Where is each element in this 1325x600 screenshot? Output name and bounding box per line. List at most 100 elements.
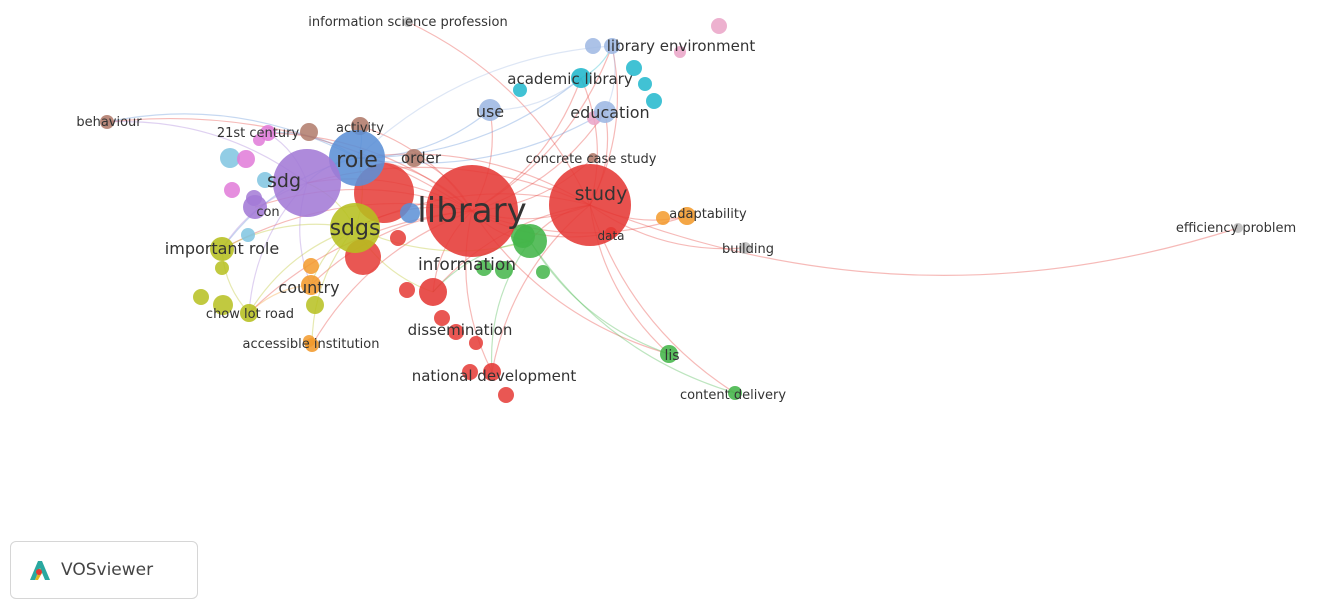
minor-node-31 (674, 46, 686, 58)
node-information-science-profession[interactable] (403, 17, 413, 27)
node-lis[interactable] (660, 345, 678, 363)
label-activity: activity (336, 121, 384, 136)
minor-node-25 (306, 296, 324, 314)
label-country: country (278, 278, 339, 297)
node-chow-lot-road[interactable] (240, 304, 258, 322)
minor-node-26 (215, 261, 229, 275)
node-behaviour[interactable] (100, 115, 114, 129)
minor-node-14 (626, 60, 642, 76)
node-academic-library[interactable] (571, 68, 591, 88)
node-layer (100, 17, 1243, 403)
minor-node-18 (257, 172, 273, 188)
node-information[interactable] (513, 224, 547, 258)
minor-node-6 (498, 387, 514, 403)
minor-node-24 (213, 295, 233, 315)
edge-role-behaviour (106, 113, 358, 159)
label-library-environment: library environment (607, 37, 756, 55)
node-sdg[interactable] (273, 149, 341, 217)
node-efficiency-problem[interactable] (1233, 223, 1243, 233)
node-accessible-institution[interactable] (305, 338, 319, 352)
minor-node-19 (241, 228, 255, 242)
node-library[interactable] (426, 165, 518, 257)
label-order: order (401, 149, 442, 167)
node-study[interactable] (549, 164, 631, 246)
vosviewer-logo-icon (30, 561, 50, 580)
node-country[interactable] (301, 275, 321, 295)
label-21st-century: 21st century (217, 126, 300, 141)
minor-node-36 (585, 38, 601, 54)
label-sdg: sdg (267, 170, 301, 192)
label-national-development: national development (412, 367, 577, 385)
label-use: use (476, 102, 504, 121)
label-data: data (597, 229, 624, 243)
label-adaptability: adaptability (669, 207, 747, 222)
label-content-delivery: content delivery (680, 388, 786, 403)
minor-node-3 (434, 310, 450, 326)
edge-information-lis (529, 240, 670, 355)
label-behaviour: behaviour (76, 115, 142, 130)
minor-node-4 (448, 324, 464, 340)
edge-study-efficiency-problem (589, 204, 1239, 276)
label-study: study (575, 183, 628, 205)
minor-node-30 (711, 18, 727, 34)
minor-node-2 (399, 282, 415, 298)
edge-role-academic-library (356, 77, 582, 159)
minor-node-34 (400, 203, 420, 223)
minor-node-15 (638, 77, 652, 91)
vosviewer-logo-text: VOSviewer (61, 560, 154, 580)
node-important-role[interactable] (210, 237, 234, 261)
node-order[interactable] (405, 149, 423, 167)
label-education: education (570, 103, 649, 122)
label-role: role (336, 148, 378, 173)
label-information-science-profession: information science profession (308, 15, 507, 30)
label-layer: library study sdgs role sdg information import… (76, 15, 1296, 403)
label-dissemination: dissemination (408, 321, 513, 339)
minor-node-27 (656, 211, 670, 225)
minor-node-13 (513, 83, 527, 97)
edge-information-content-delivery (529, 240, 736, 394)
node-dissemination[interactable] (419, 278, 447, 306)
node-con[interactable] (243, 195, 267, 219)
node-21st-century[interactable] (260, 125, 276, 141)
label-academic-library: academic library (507, 70, 633, 88)
label-chow-lot-road: chow lot road (206, 307, 294, 322)
node-use[interactable] (479, 99, 501, 121)
node-national-development[interactable] (483, 363, 501, 381)
minor-node-8 (390, 230, 406, 246)
minor-node-5 (469, 336, 483, 350)
minor-node-23 (193, 289, 209, 305)
label-accessible-institution: accessible institution (243, 337, 380, 352)
label-concrete-case-study: concrete case study (526, 152, 657, 167)
vosviewer-logo: VOSviewer (10, 541, 198, 599)
label-efficiency-problem: efficiency problem (1176, 221, 1296, 236)
edge-library-behaviour (106, 117, 473, 212)
node-sdgs[interactable] (330, 203, 380, 253)
edge-library-environment-role (356, 45, 613, 159)
node-content-delivery[interactable] (728, 386, 742, 400)
node-concrete-case-study[interactable] (588, 153, 598, 163)
minor-node-16 (646, 93, 662, 109)
minor-node-10 (536, 265, 550, 279)
minor-node-21 (224, 182, 240, 198)
minor-node-20 (237, 150, 255, 168)
edge-role-education (356, 111, 606, 164)
label-important-role: important role (165, 239, 279, 258)
minor-node-35 (300, 123, 318, 141)
label-con: con (256, 205, 279, 220)
label-lis: lis (664, 348, 679, 364)
label-information: information (418, 255, 516, 275)
minor-node-29 (303, 258, 319, 274)
label-building: building (722, 242, 774, 257)
node-building[interactable] (739, 242, 751, 254)
minor-node-17 (220, 148, 240, 168)
node-role[interactable] (329, 130, 385, 186)
node-adaptability[interactable] (678, 207, 696, 225)
minor-node-11 (476, 260, 492, 276)
minor-node-9 (495, 261, 513, 279)
node-library-environment[interactable] (604, 38, 620, 54)
label-sdgs: sdgs (330, 216, 381, 241)
minor-node-7 (462, 364, 478, 380)
node-education[interactable] (594, 101, 616, 123)
label-library: library (417, 191, 526, 231)
